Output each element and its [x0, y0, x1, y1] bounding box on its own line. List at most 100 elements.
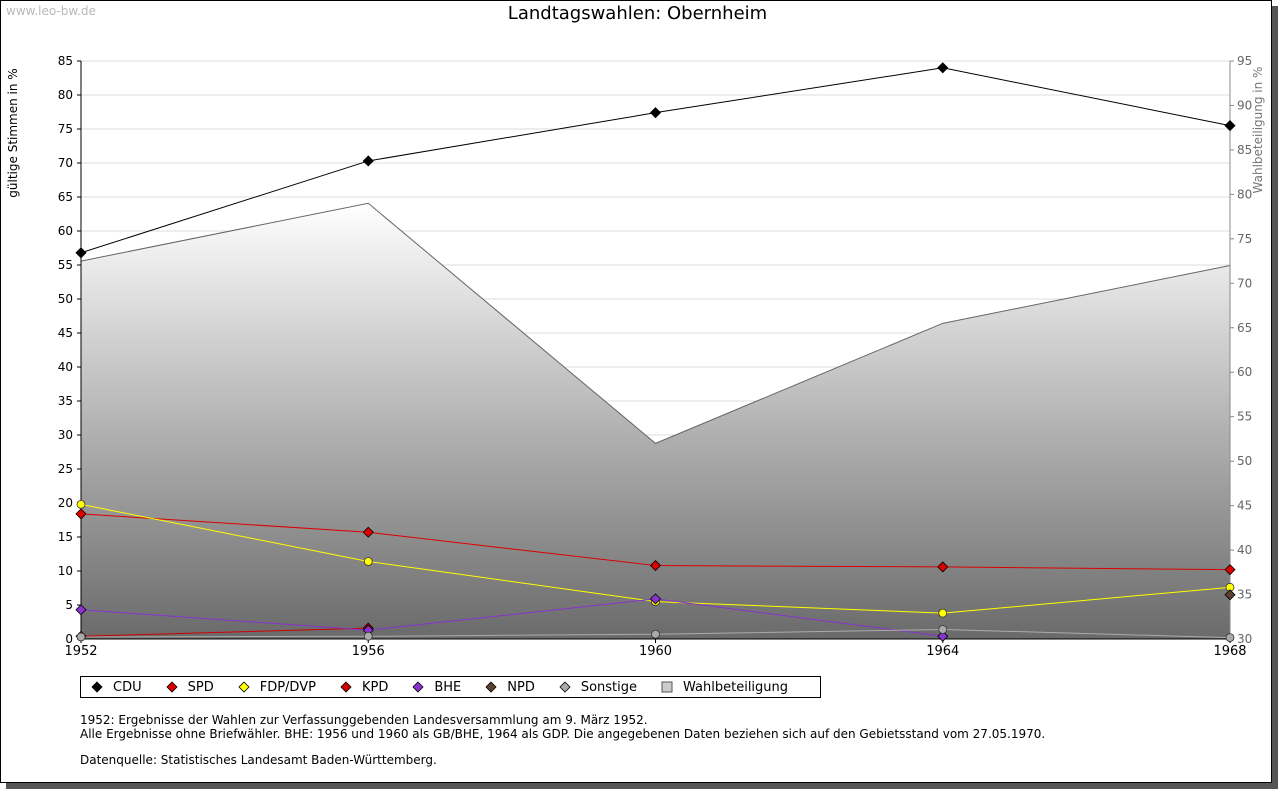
legend-item-kpd: KPD — [340, 680, 388, 695]
point-sonstige-1968 — [1225, 633, 1235, 643]
legend-item-sonstige: Sonstige — [559, 680, 637, 695]
legend-label-fdp-dvp: FDP/DVP — [259, 679, 316, 695]
point-spd-1968 — [1224, 564, 1236, 576]
point-bhe-1964 — [937, 630, 949, 642]
point-cdu-1960 — [649, 107, 662, 119]
left-tick-label-10: 10 — [58, 564, 73, 578]
election-chart: 0 5 10 15 20 25 30 35 40 45 50 55 60 65 70 75 80 85 30 35 40… — [6, 54, 1265, 659]
y-axis-label: gültige Stimmen in % — [6, 68, 20, 197]
legend-label-bhe: BHE — [434, 679, 462, 695]
right-tick-label-70: 70 — [1237, 276, 1252, 290]
point-fdp-dvp-1964 — [938, 608, 948, 618]
x-tick-label-1968: 1968 — [1213, 644, 1246, 659]
legend-swatch-cdu — [91, 681, 103, 693]
legend-swatch-wahlbeteiligung — [661, 681, 673, 693]
right-tick-label-50: 50 — [1237, 454, 1252, 468]
point-cdu-1956 — [362, 155, 374, 167]
legend-swatch-spd — [166, 681, 178, 693]
point-sonstige-1960 — [651, 629, 660, 639]
point-fdp-dvp-1956 — [363, 557, 373, 566]
right-tick-label-55: 55 — [1237, 410, 1252, 424]
legend-label-kpd: KPD — [361, 679, 389, 695]
legend-label-spd: SPD — [187, 679, 214, 695]
chart-title: Landtagswahlen: Obernheim — [507, 3, 768, 24]
left-tick-label-35: 35 — [58, 394, 73, 408]
legend-swatch-sonstige — [559, 681, 571, 693]
right-tick-label-35: 35 — [1237, 588, 1252, 602]
y2-axis-label: Wahlbeteiligung in % — [1251, 67, 1265, 194]
point-cdu-1952 — [75, 247, 87, 259]
legend-item-bhe: BHE — [412, 680, 461, 695]
turnout-line — [80, 202, 1231, 444]
left-tick-label-5: 5 — [65, 598, 73, 612]
left-tick-label-70: 70 — [58, 156, 73, 170]
left-tick-label-15: 15 — [58, 530, 73, 544]
legend-label-wahlbeteiligung: Wahlbeteiligung — [683, 679, 789, 695]
right-tick-label-40: 40 — [1237, 543, 1252, 557]
left-tick-label-60: 60 — [58, 224, 73, 238]
legend-item-spd: SPD — [166, 680, 214, 695]
legend-swatch-bhe — [412, 681, 424, 693]
right-tick-label-30: 30 — [1237, 632, 1252, 646]
legend-swatch-fdp-dvp — [238, 681, 250, 693]
legend-label-npd: NPD — [507, 679, 535, 695]
right-tick-label-75: 75 — [1237, 232, 1252, 246]
right-tick-label-90: 90 — [1237, 98, 1252, 112]
left-tick-label-80: 80 — [58, 88, 73, 102]
left-tick-label-25: 25 — [58, 462, 73, 476]
data-source: Datenquelle: Statistisches Landesamt Bad… — [80, 753, 437, 767]
point-spd-1952 — [75, 508, 87, 520]
legend-item-fdp-dvp: FDP/DVP — [238, 680, 316, 695]
legend-item-cdu: CDU — [91, 680, 142, 695]
right-tick-label-95: 95 — [1237, 54, 1252, 68]
point-bhe-1960 — [649, 593, 662, 605]
series-line-kpd — [80, 627, 369, 637]
legend-label-cdu: CDU — [113, 679, 142, 695]
point-fdp-dvp-1952 — [76, 499, 86, 509]
series-line-bhe — [80, 598, 943, 637]
point-cdu-1964 — [937, 62, 949, 74]
right-tick-label-45: 45 — [1237, 499, 1252, 513]
legend-label-sonstige: Sonstige — [580, 679, 638, 695]
point-npd-1968 — [1224, 589, 1236, 601]
x-tick-label-1960: 1960 — [639, 644, 672, 659]
left-tick-label-0: 0 — [65, 632, 73, 646]
point-spd-1964 — [937, 561, 949, 573]
legend: CDU SPD FDP/DVP KPD BHE NPD Sonstige Wahlbeteil… — [80, 676, 821, 698]
legend-item-wahlbeteiligung: Wahlbeteiligung — [661, 680, 788, 695]
left-tick-label-75: 75 — [58, 122, 73, 136]
left-tick-label-55: 55 — [58, 258, 73, 272]
chart-notes: 1952: Ergebnisse der Wahlen zur Verfassu… — [80, 713, 1045, 767]
point-spd-1956 — [362, 526, 374, 538]
left-tick-label-85: 85 — [58, 54, 73, 68]
right-tick-label-80: 80 — [1237, 187, 1252, 201]
note-line-1: 1952: Ergebnisse der Wahlen zur Verfassu… — [80, 713, 648, 727]
right-tick-label-60: 60 — [1237, 365, 1252, 379]
left-tick-label-30: 30 — [58, 428, 73, 442]
note-line-2: Alle Ergebnisse ohne Briefwähler. BHE: 1… — [80, 727, 1046, 741]
frame-shadow-right — [1272, 6, 1278, 789]
right-tick-label-65: 65 — [1237, 321, 1252, 335]
point-sonstige-1956 — [363, 631, 373, 641]
point-sonstige-1964 — [938, 625, 948, 634]
frame-shadow-bottom — [6, 783, 1278, 789]
left-tick-label-45: 45 — [58, 326, 73, 340]
left-tick-label-20: 20 — [58, 496, 73, 510]
x-tick-label-1956: 1956 — [352, 644, 385, 659]
series-line-cdu — [80, 67, 1231, 254]
point-bhe-1952 — [75, 604, 87, 616]
watermark: www.leo-bw.de — [6, 4, 96, 18]
point-sonstige-1952 — [76, 632, 86, 642]
left-tick-label-40: 40 — [58, 360, 73, 374]
left-tick-label-65: 65 — [58, 190, 73, 204]
legend-swatch-npd — [485, 681, 497, 693]
turnout-area — [81, 203, 1230, 639]
legend-swatch-kpd — [340, 681, 352, 693]
x-tick-label-1952: 1952 — [64, 644, 97, 659]
right-tick-label-85: 85 — [1237, 143, 1252, 157]
left-tick-label-50: 50 — [58, 292, 73, 306]
point-spd-1960 — [649, 559, 662, 572]
legend-item-npd: NPD — [485, 680, 535, 695]
point-cdu-1968 — [1224, 120, 1236, 132]
x-tick-label-1964: 1964 — [926, 644, 959, 659]
